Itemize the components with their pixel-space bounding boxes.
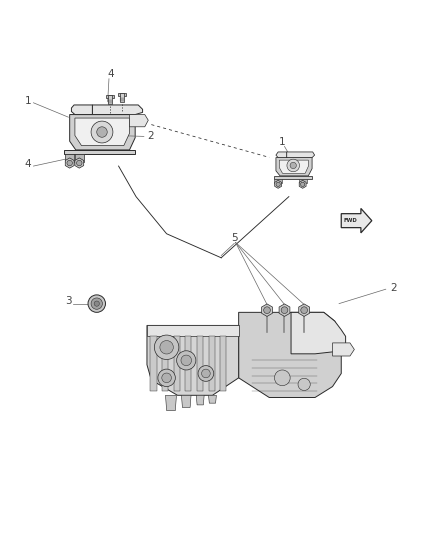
Circle shape — [290, 163, 297, 168]
Circle shape — [158, 369, 175, 386]
Circle shape — [88, 295, 106, 312]
FancyBboxPatch shape — [118, 93, 126, 96]
Circle shape — [67, 160, 72, 166]
Polygon shape — [279, 160, 308, 173]
Circle shape — [91, 298, 102, 309]
Circle shape — [275, 370, 290, 386]
Circle shape — [177, 351, 196, 370]
Polygon shape — [92, 105, 143, 115]
Text: 3: 3 — [65, 296, 72, 305]
Polygon shape — [208, 395, 216, 403]
Circle shape — [154, 335, 179, 359]
Polygon shape — [341, 208, 372, 233]
Polygon shape — [147, 326, 239, 336]
Circle shape — [281, 307, 288, 313]
Polygon shape — [197, 336, 203, 391]
Circle shape — [300, 182, 305, 187]
Polygon shape — [275, 180, 282, 188]
Circle shape — [91, 121, 113, 143]
Polygon shape — [70, 115, 135, 150]
Polygon shape — [261, 304, 272, 317]
Polygon shape — [291, 312, 346, 354]
Polygon shape — [75, 158, 84, 168]
Circle shape — [298, 378, 310, 391]
FancyBboxPatch shape — [108, 95, 112, 103]
Polygon shape — [185, 336, 191, 391]
Text: 5: 5 — [231, 233, 238, 243]
Circle shape — [198, 366, 214, 381]
Circle shape — [301, 307, 307, 313]
Polygon shape — [208, 336, 215, 391]
Polygon shape — [75, 154, 84, 161]
Circle shape — [94, 301, 99, 306]
Polygon shape — [299, 304, 310, 317]
Polygon shape — [276, 158, 312, 176]
Polygon shape — [276, 152, 287, 158]
Text: 4: 4 — [25, 159, 32, 169]
Circle shape — [181, 355, 191, 366]
Text: 2: 2 — [147, 131, 154, 141]
Polygon shape — [274, 176, 312, 179]
Text: FWD: FWD — [343, 218, 357, 223]
Polygon shape — [299, 179, 307, 183]
Circle shape — [287, 159, 300, 172]
Polygon shape — [147, 326, 239, 395]
Text: 2: 2 — [390, 282, 397, 293]
Polygon shape — [130, 115, 148, 127]
Circle shape — [276, 182, 280, 187]
Polygon shape — [65, 158, 74, 168]
Polygon shape — [299, 180, 306, 188]
Text: 1: 1 — [279, 137, 286, 147]
Circle shape — [201, 369, 210, 378]
Polygon shape — [150, 336, 156, 391]
Polygon shape — [166, 395, 177, 410]
Polygon shape — [174, 336, 180, 391]
Text: 4: 4 — [108, 69, 114, 78]
Circle shape — [264, 307, 270, 313]
Circle shape — [162, 373, 171, 383]
Polygon shape — [64, 150, 135, 154]
Polygon shape — [65, 154, 74, 161]
Polygon shape — [274, 179, 282, 183]
Polygon shape — [287, 152, 314, 158]
Polygon shape — [279, 304, 290, 317]
Circle shape — [160, 341, 173, 354]
Polygon shape — [332, 343, 354, 356]
Circle shape — [77, 160, 82, 166]
Polygon shape — [239, 312, 341, 398]
Text: 1: 1 — [25, 96, 32, 106]
Circle shape — [97, 127, 107, 138]
Polygon shape — [181, 395, 191, 408]
Polygon shape — [220, 336, 226, 391]
Polygon shape — [196, 395, 204, 405]
FancyBboxPatch shape — [120, 93, 124, 102]
Polygon shape — [75, 118, 130, 146]
FancyBboxPatch shape — [106, 95, 114, 98]
Polygon shape — [162, 336, 168, 391]
Polygon shape — [71, 105, 92, 115]
